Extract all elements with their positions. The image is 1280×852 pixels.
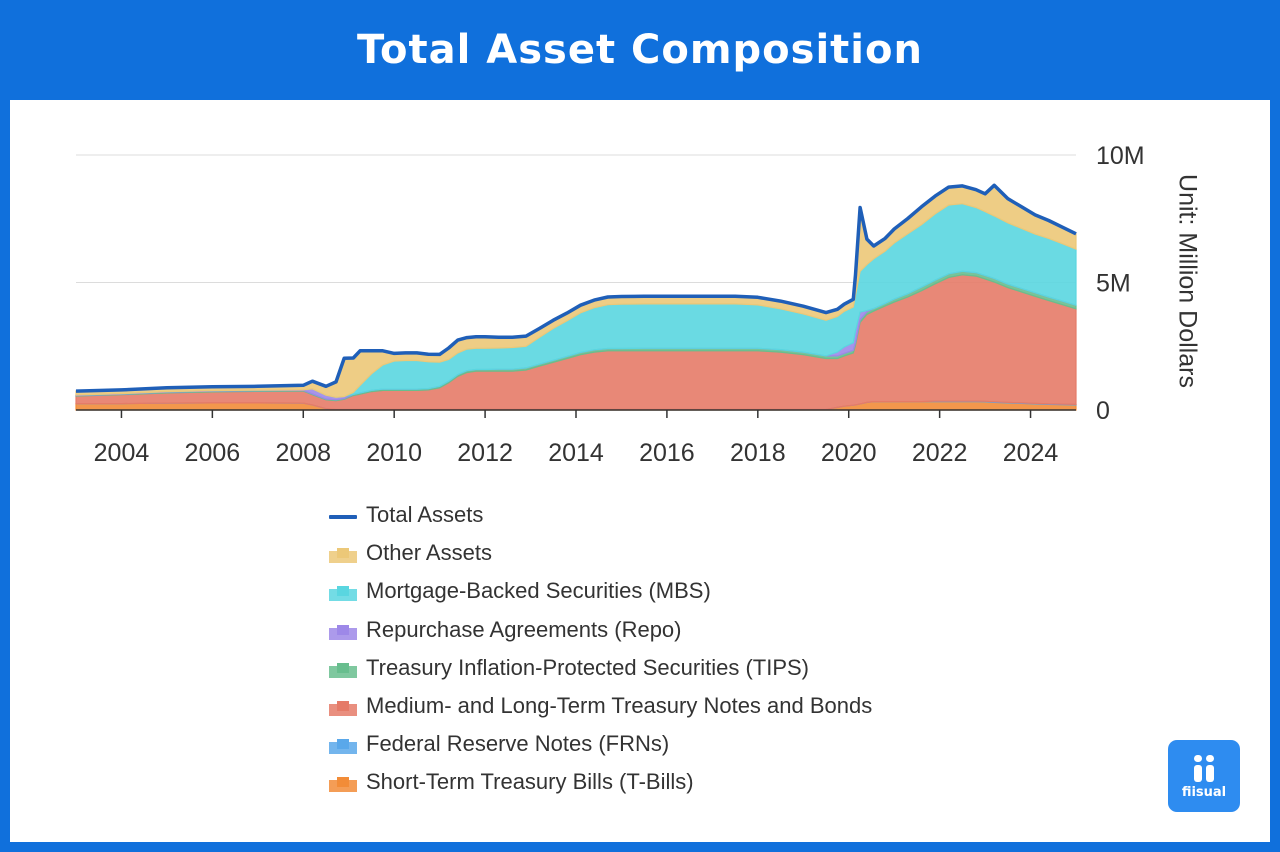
legend-label: Short-Term Treasury Bills (T-Bills) [366,769,694,795]
brand-logo-text: fiisual [1181,784,1227,800]
legend-label: Federal Reserve Notes (FRNs) [366,731,670,757]
x-tick-label: 2014 [548,439,604,467]
legend-label: Medium- and Long-Term Treasury Notes and… [366,693,873,719]
chart-panel: 2004 2006 2008 2010 2012 2014 2016 2018 2020 2022… [10,100,1270,842]
legend-swatch [328,544,358,564]
legend-item[interactable]: Treasury Inflation-Protected Securities … [328,649,872,687]
line-total-assets [75,183,1077,393]
brand-logo[interactable]: fiisual [1168,740,1240,812]
x-tick-label: 2008 [275,439,331,467]
x-tick-label: 2022 [912,439,968,467]
x-tick-label: 2010 [366,439,422,467]
y-tick-label: 0 [1096,397,1110,425]
x-tick-label: 2020 [821,439,877,467]
y-tick-label: 5M [1096,270,1131,298]
x-tick-label: 2012 [457,439,513,467]
asset-composition-chart: 2004 2006 2008 2010 2012 2014 2016 2018 2020 2022… [75,142,1201,467]
legend-label: Mortgage-Backed Securities (MBS) [366,578,711,604]
legend-label: Treasury Inflation-Protected Securities … [366,654,810,680]
x-tick-label: 2018 [730,439,786,467]
legend-item[interactable]: Short-Term Treasury Bills (T-Bills) [328,763,872,801]
legend-item[interactable]: Total Assets [328,496,872,534]
page-title: Total Asset Composition [357,27,923,73]
x-tick-label: 2006 [185,439,241,467]
legend-swatch [328,773,358,793]
legend-label: Total Assets [366,502,484,528]
x-tick-label: 2016 [639,439,695,467]
legend-item[interactable]: Medium- and Long-Term Treasury Notes and… [328,687,872,725]
legend-swatch [328,582,358,602]
y-axis-unit-label: Unit: Million Dollars [1173,174,1201,388]
legend-swatch [328,659,358,678]
legend-item[interactable]: Repurchase Agreements (Repo) [328,611,872,649]
legend-item[interactable]: Federal Reserve Notes (FRNs) [328,725,872,763]
chart-legend: Total Assets Other Assets Mortgage-Backed … [328,496,872,802]
y-tick-label: 10M [1096,142,1145,170]
legend-item[interactable]: Mortgage-Backed Securities (MBS) [328,572,872,610]
x-tick-label: 2024 [1003,439,1059,467]
title-bar: Total Asset Composition [0,0,1280,100]
x-tick-label: 2004 [94,439,150,467]
legend-swatch [328,506,358,524]
brand-glyph-icon [1191,753,1217,783]
legend-swatch [328,735,358,755]
legend-label: Other Assets [366,540,492,566]
legend-item[interactable]: Other Assets [328,534,872,572]
legend-swatch [328,621,358,640]
legend-swatch [328,697,358,717]
legend-label: Repurchase Agreements (Repo) [366,616,682,642]
